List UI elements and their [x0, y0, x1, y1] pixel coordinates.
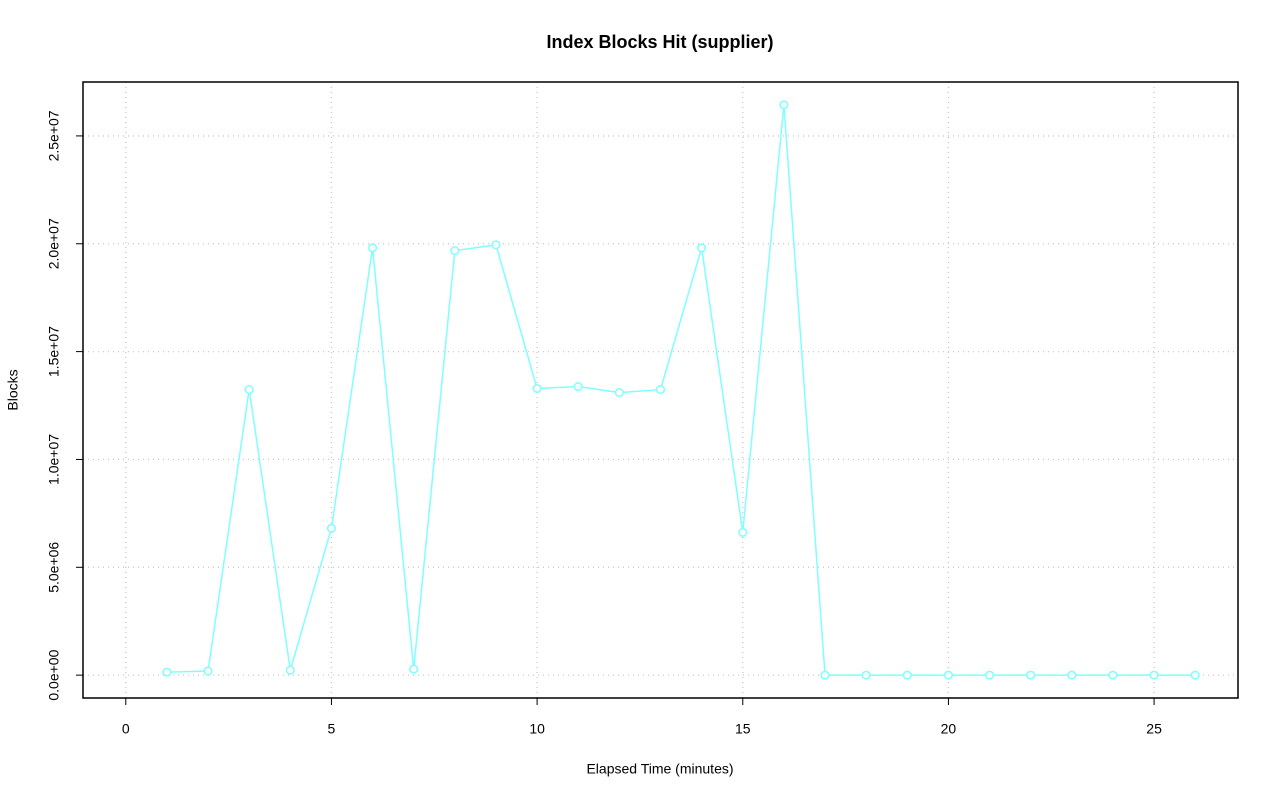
x-tick-label: 10 — [529, 721, 545, 737]
y-tick-label: 2.0e+07 — [46, 218, 62, 269]
x-axis-label: Elapsed Time (minutes) — [586, 761, 733, 777]
point — [985, 670, 995, 680]
point — [697, 243, 707, 253]
plot-area: 0 5 10 15 20 25 0.0e+00 5.0e+06 1.0e+07 1.5e+07 2.… — [46, 82, 1238, 737]
point — [655, 385, 666, 395]
point — [738, 527, 748, 537]
point — [285, 665, 295, 675]
point — [368, 243, 378, 253]
x-tick-label: 5 — [328, 721, 336, 737]
point — [1190, 670, 1200, 680]
point — [1067, 670, 1077, 680]
point — [532, 383, 542, 394]
point — [1149, 670, 1159, 680]
x-tick-label: 25 — [1146, 721, 1162, 737]
point — [1026, 670, 1036, 680]
y-axis-label: Blocks — [5, 369, 21, 410]
point — [244, 385, 254, 395]
y-tick-label: 1.5e+07 — [46, 326, 62, 377]
point — [450, 246, 460, 256]
point — [902, 670, 912, 680]
chart-title: Index Blocks Hit (supplier) — [546, 32, 773, 52]
point — [491, 240, 501, 250]
point — [1108, 670, 1118, 680]
plot-frame — [82, 81, 1239, 699]
y-tick-label: 1.0e+07 — [46, 434, 62, 485]
point — [861, 670, 871, 680]
point — [326, 523, 336, 533]
point — [779, 100, 789, 110]
point — [614, 388, 624, 398]
point — [820, 670, 830, 680]
x-tick-label: 15 — [735, 721, 751, 737]
point — [943, 670, 953, 680]
y-tick-label: 5.0e+06 — [46, 542, 62, 593]
x-tick-label: 0 — [122, 721, 130, 737]
point — [573, 381, 583, 392]
point — [203, 666, 213, 676]
y-tick-label: 0.0e+00 — [46, 649, 62, 700]
point — [162, 667, 172, 677]
y-tick-label: 2.5e+07 — [46, 110, 62, 161]
point — [409, 664, 419, 674]
series-line — [166, 104, 1196, 676]
x-tick-label: 20 — [941, 721, 957, 737]
